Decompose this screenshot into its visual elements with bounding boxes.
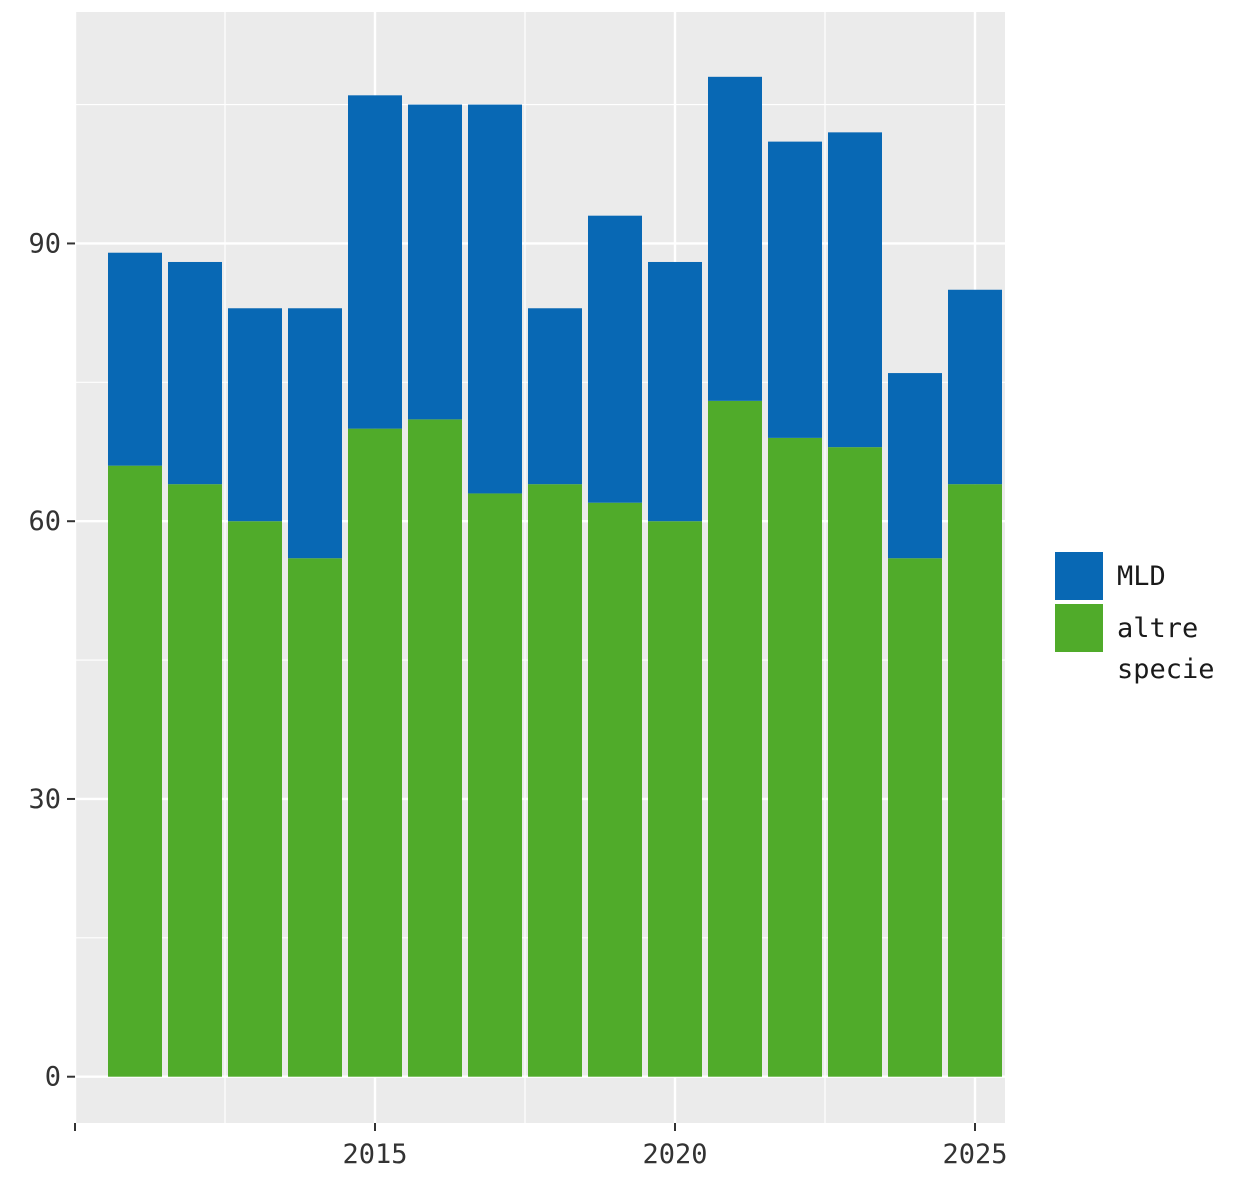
bar-altre-specie-2021 [708,400,762,1077]
bar-altre-specie-2016 [408,419,462,1077]
legend-label-mld: MLD [1117,561,1166,592]
bar-mld-2015 [348,95,402,429]
bar-altre-specie-2019 [588,502,642,1077]
y-axis: 0 30 60 90 [28,228,75,1093]
bar-altre-specie-2025 [948,484,1002,1077]
x-tick-label: 2015 [342,1139,407,1170]
bar-mld-2011 [108,252,162,466]
bar-altre-specie-2023 [828,447,882,1077]
bar-altre-specie-2014 [288,558,342,1077]
bar-altre-specie-2022 [768,437,822,1077]
bar-altre-specie-2011 [108,465,162,1077]
bar-altre-specie-2018 [528,484,582,1077]
bar-mld-2014 [288,308,342,559]
bar-mld-2024 [888,373,942,559]
bar-mld-2022 [768,141,822,438]
bar-altre-specie-2020 [648,521,702,1077]
bar-mld-2021 [708,76,762,401]
bar-mld-2017 [468,104,522,494]
x-tick-label: 2025 [942,1139,1007,1170]
bar-mld-2012 [168,261,222,485]
bar-mld-2016 [408,104,462,420]
bar-altre-specie-2012 [168,484,222,1077]
y-tick-label: 60 [28,506,61,537]
legend: MLD altre specie [1055,552,1215,685]
bar-mld-2013 [228,308,282,522]
x-tick-label: 2020 [642,1139,707,1170]
bar-mld-2019 [588,215,642,503]
bar-mld-2018 [528,308,582,485]
y-tick-label: 30 [28,784,61,815]
bar-mld-2025 [948,289,1002,485]
y-tick-label: 0 [45,1062,61,1093]
bars [108,76,1002,1077]
bar-altre-specie-2024 [888,558,942,1077]
x-axis: 2015 2020 2025 [74,1123,1008,1170]
legend-key-altre-specie [1055,604,1103,652]
bar-mld-2023 [828,132,882,448]
legend-label-altre-specie: altre specie [1117,613,1215,685]
bar-altre-specie-2015 [348,428,402,1077]
y-tick-label: 90 [28,228,61,259]
bar-mld-2020 [648,261,702,522]
bar-altre-specie-2013 [228,521,282,1077]
legend-key-mld [1055,552,1103,600]
bar-altre-specie-2017 [468,493,522,1077]
